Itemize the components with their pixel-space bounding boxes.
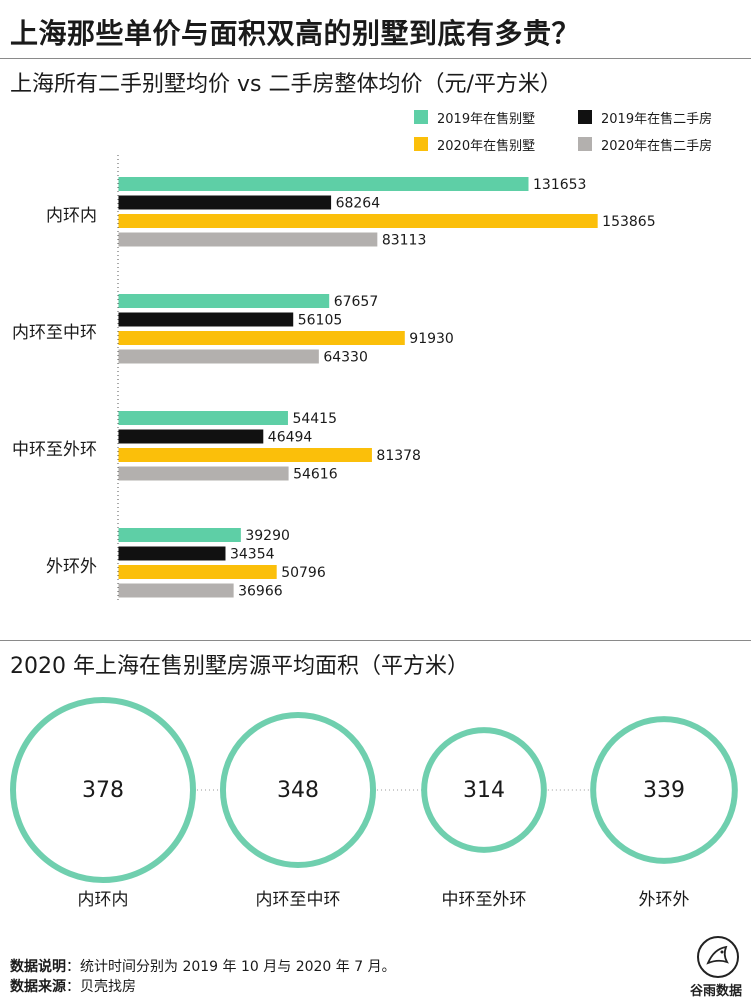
bar-chart: 内环内 131653 68264 153865 83113 内环至中环 67657 56105… [12,155,656,600]
page-title: 上海那些单价与面积双高的别墅到底有多贵？ [10,17,581,50]
footer-source-label: 数据来源 [10,979,66,995]
bubble-category-label: 中环至外环 [442,890,527,910]
legend-label-2019-villa: 2019年在售别墅 [437,111,536,127]
bar [118,528,241,542]
bar [118,294,330,308]
category-label: 外环外 [46,557,97,577]
bar-value-label: 54415 [292,411,337,427]
bar [118,565,277,579]
legend-label-2019-resale: 2019年在售二手房 [601,111,713,127]
bar [118,312,294,327]
bubble-value-label: 314 [463,778,505,803]
bar [118,583,234,598]
bar [118,448,372,462]
footer-note: 数据说明：统计时间分别为 2019 年 10 月与 2020 年 7 月。 [10,956,396,976]
bar-value-label: 68264 [336,196,381,212]
bar-value-label: 131653 [533,177,586,193]
legend-swatch-2019-villa [414,110,428,124]
area-bubble [10,697,196,883]
bubble-category-label: 内环至中环 [256,890,341,910]
legend-swatch-2020-villa [414,137,428,151]
bubble-category-label: 内环内 [78,890,129,910]
legend-item-2019-resale: 2019年在售二手房 [578,108,713,127]
footer-note-label: 数据说明 [10,959,66,975]
bar-value-label: 54616 [293,467,338,483]
bar [118,349,319,364]
section-divider [0,640,751,641]
brand-name: 谷雨数据 [690,984,743,999]
footer-note-text: ：统计时间分别为 2019 年 10 月与 2020 年 7 月。 [66,959,396,975]
bar-value-label: 81378 [376,448,421,464]
bar-value-label: 46494 [268,430,313,446]
bar [118,466,289,481]
footer-source: 数据来源：贝壳找房 [10,976,136,996]
footer-source-text: ：贝壳找房 [66,979,136,995]
bubble-category-label: 外环外 [639,890,690,910]
title-divider [0,58,751,59]
bar [118,429,264,444]
bubble-value-label: 348 [277,778,319,803]
bar-value-label: 83113 [382,233,427,249]
bar-value-label: 34354 [230,547,275,563]
legend-label-2020-villa: 2020年在售别墅 [437,138,536,154]
bar-value-label: 153865 [602,214,655,230]
legend-item-2020-villa: 2020年在售别墅 [414,135,536,154]
bar [118,177,529,191]
bar [118,195,332,210]
legend-item-2019-villa: 2019年在售别墅 [414,108,536,127]
bar-value-label: 39290 [245,528,290,544]
bar [118,546,226,561]
bar [118,232,378,247]
bar-value-label: 91930 [409,331,454,347]
area-bubble [590,716,738,864]
legend-swatch-2019-resale [578,110,592,124]
category-label: 内环内 [46,206,97,226]
bar-value-label: 56105 [298,313,343,329]
area-bubble [219,711,377,869]
area-chart-title: 2020 年上海在售别墅房源平均面积（平方米） [10,654,469,679]
bar [118,214,598,228]
legend-label-2020-resale: 2020年在售二手房 [601,138,713,154]
category-label: 内环至中环 [12,323,97,343]
bar-value-label: 67657 [334,294,379,310]
bar [118,411,288,425]
legend-item-2020-resale: 2020年在售二手房 [578,135,713,154]
bar-chart-title: 上海所有二手别墅均价 vs 二手房整体均价（元/平方米） [10,72,562,97]
area-bubble [421,727,547,853]
area-bubble-chart: 378 内环内 348 内环至中环 314 中环至外环 339 外环外 [10,697,738,910]
bar [118,331,405,345]
brand-logo-icon [697,936,739,978]
bar-value-label: 64330 [323,350,368,366]
bar-value-label: 50796 [281,565,326,581]
legend-swatch-2020-resale [578,137,592,151]
bubble-value-label: 378 [82,778,124,803]
category-label: 中环至外环 [12,440,97,460]
bubble-value-label: 339 [643,778,685,803]
bar-value-label: 36966 [238,584,283,600]
